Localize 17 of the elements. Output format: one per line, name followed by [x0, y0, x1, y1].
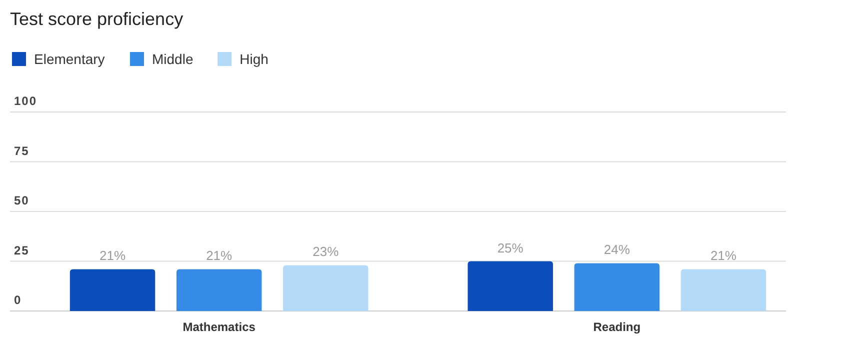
- data-label: 25%: [497, 240, 524, 256]
- data-label: 21%: [710, 248, 737, 264]
- x-tick-label: Reading: [593, 320, 641, 334]
- legend-label: High: [240, 51, 268, 67]
- y-tick-label: 75: [14, 144, 30, 158]
- legend-label: Elementary: [34, 51, 105, 67]
- data-label: 21%: [206, 248, 233, 264]
- chart-title: Test score proficiency: [10, 9, 184, 29]
- y-tick-label: 100: [14, 94, 38, 108]
- y-tick-label: 25: [14, 243, 30, 258]
- y-tick-label: 0: [14, 293, 22, 307]
- x-tick-label: Mathematics: [182, 320, 256, 334]
- y-tick-label: 50: [14, 194, 30, 208]
- data-label: 21%: [100, 248, 126, 264]
- data-label: 24%: [604, 242, 630, 258]
- legend-label: Middle: [152, 51, 194, 67]
- data-label: 23%: [312, 244, 340, 260]
